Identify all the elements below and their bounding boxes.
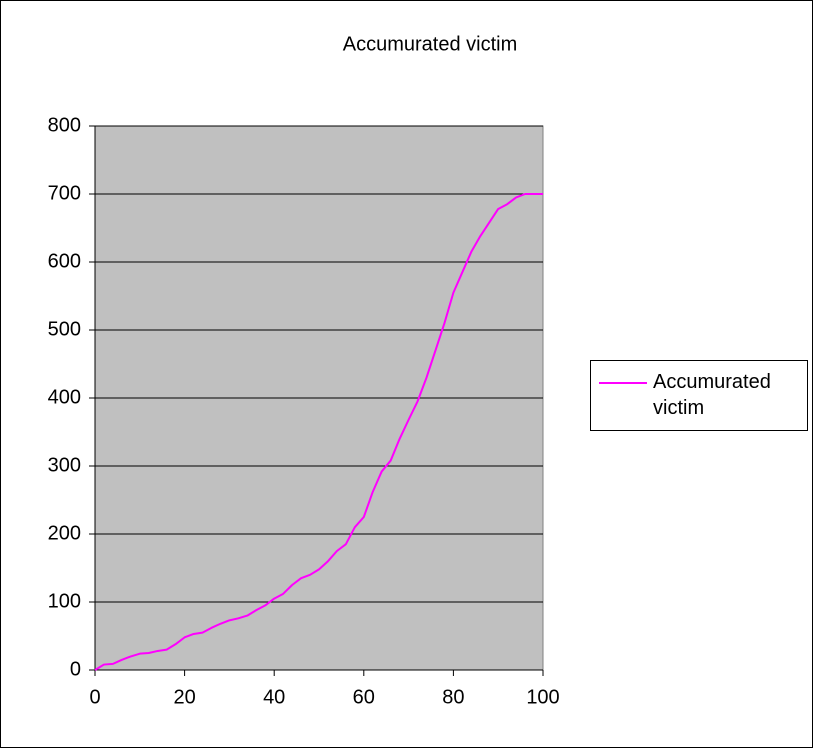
y-tick-label: 400 [48,386,81,408]
x-tick-label: 100 [526,686,559,708]
data-line [94,193,543,671]
chart-title: Accumurated victim [343,33,518,55]
legend-swatch [599,382,647,384]
y-tick-label: 0 [70,658,81,680]
y-tick-label: 100 [48,590,81,612]
y-tick-label: 300 [48,454,81,476]
legend: Accumurated victim [590,360,808,431]
y-tick-label: 600 [48,250,81,272]
legend-label: Accumurated victim [653,371,771,419]
x-tick-label: 20 [173,686,195,708]
x-tick-label: 40 [263,686,285,708]
x-tick-label: 60 [353,686,375,708]
y-tick-label: 800 [48,114,81,136]
y-tick-label: 700 [48,182,81,204]
x-tick-label: 0 [89,686,100,708]
y-tick-label: 500 [48,318,81,340]
y-tick-label: 200 [48,522,81,544]
x-tick-label: 80 [442,686,464,708]
